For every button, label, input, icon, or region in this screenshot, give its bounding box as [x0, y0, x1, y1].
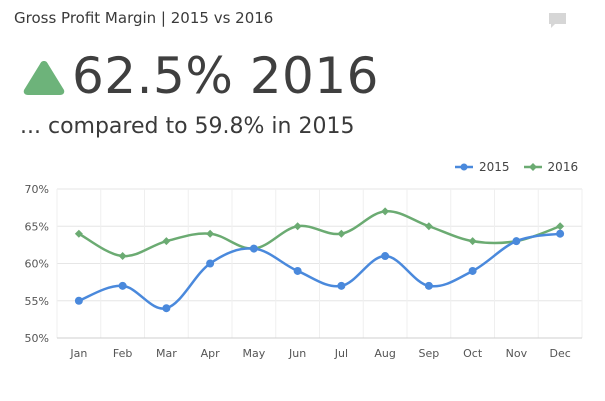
y-tick-label-65: 65%	[25, 220, 49, 233]
point-2016-sep	[424, 222, 433, 231]
point-2015-aug	[381, 252, 390, 261]
point-2015-nov	[512, 237, 521, 246]
point-2016-aug	[381, 207, 390, 216]
x-tick-label-oct: Oct	[463, 347, 483, 360]
legend-item-2016[interactable]: 2016	[523, 160, 579, 174]
point-2015-apr	[206, 259, 215, 268]
x-tick-label-jul: Jul	[334, 347, 348, 360]
point-2015-may	[249, 244, 258, 253]
x-tick-label-nov: Nov	[506, 347, 528, 360]
legend-label-2015: 2015	[479, 160, 510, 174]
point-2015-feb	[118, 281, 127, 290]
kpi-comparison: ... compared to 59.8% in 2015	[20, 114, 355, 139]
point-2015-dec	[556, 229, 565, 238]
card-title: Gross Profit Margin | 2015 vs 2016	[14, 9, 274, 27]
x-tick-label-jan: Jan	[69, 347, 87, 360]
legend-swatch-2015	[455, 163, 473, 171]
point-2016-apr	[206, 229, 215, 238]
point-2016-jun	[293, 222, 302, 231]
point-2015-jan	[74, 296, 83, 305]
y-tick-label-55: 55%	[25, 295, 49, 308]
legend-swatch-2016	[523, 163, 542, 171]
point-2015-jun	[293, 266, 302, 275]
point-2016-feb	[118, 252, 127, 261]
point-2015-oct	[468, 266, 477, 275]
point-2015-jul	[337, 281, 346, 290]
x-tick-label-mar: Mar	[156, 347, 177, 360]
legend-item-2015[interactable]: 2015	[455, 160, 510, 174]
point-2016-oct	[468, 237, 477, 246]
y-tick-label-50: 50%	[25, 332, 49, 345]
point-2016-dec	[556, 222, 565, 231]
comment-icon[interactable]	[548, 12, 567, 29]
legend-label-2016: 2016	[547, 160, 579, 174]
line-chart: 50% 55% 60% 65% 70% Jan Feb Mar Apr May Jun Jul Aug S…	[25, 183, 583, 360]
point-2016-jul	[337, 229, 346, 238]
y-tick-label-70: 70%	[25, 183, 49, 196]
x-tick-label-aug: Aug	[374, 347, 395, 360]
y-tick-label-60: 60%	[25, 258, 49, 271]
x-tick-label-sep: Sep	[419, 347, 440, 360]
point-2015-sep	[424, 281, 433, 290]
chart-legend: 2015 2016	[455, 160, 578, 174]
x-tick-label-apr: Apr	[201, 347, 221, 360]
series-line-2016	[78, 210, 561, 258]
triangle-up-icon	[23, 61, 65, 95]
x-tick-label-jun: Jun	[288, 347, 306, 360]
point-2016-jan	[74, 229, 83, 238]
x-tick-label-dec: Dec	[549, 347, 570, 360]
point-2015-mar	[162, 304, 171, 313]
x-tick-label-feb: Feb	[113, 347, 132, 360]
x-tick-label-may: May	[243, 347, 266, 360]
point-2016-mar	[162, 237, 171, 246]
kpi-value: 62.5% 2016	[72, 47, 379, 105]
